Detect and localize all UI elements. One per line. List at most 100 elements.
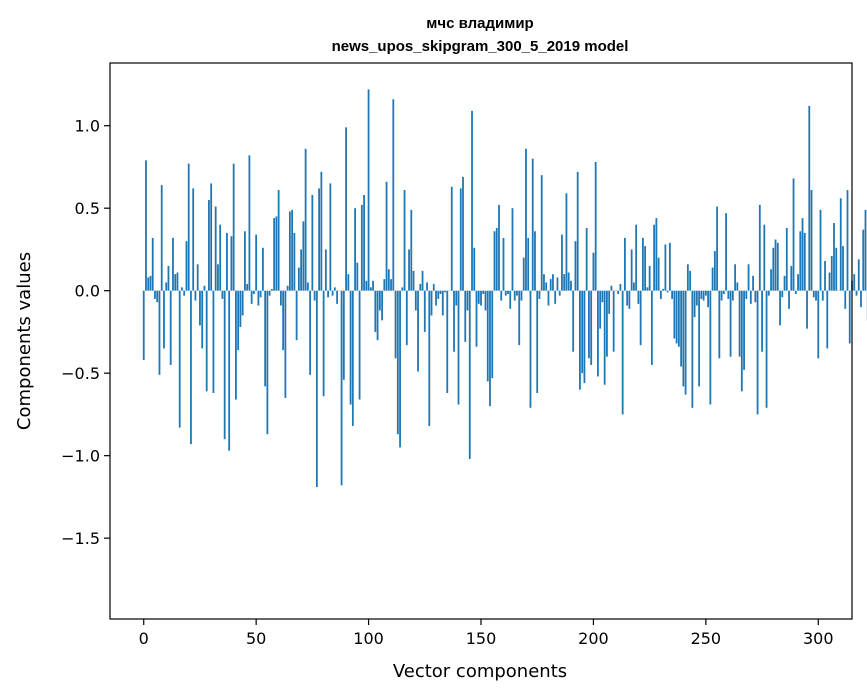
bar — [196, 264, 199, 291]
bar — [675, 290, 678, 344]
bar — [419, 284, 422, 291]
bar — [147, 277, 150, 291]
bar — [682, 290, 685, 387]
bar — [592, 252, 595, 291]
bar — [306, 282, 309, 291]
bar — [403, 190, 406, 291]
bar — [785, 227, 788, 291]
bar — [713, 251, 716, 291]
bar — [673, 290, 676, 339]
bar — [718, 290, 721, 359]
bar — [295, 290, 298, 341]
bar — [659, 290, 662, 299]
bar — [803, 232, 806, 291]
bar — [686, 264, 689, 291]
bar — [700, 290, 703, 299]
bar — [752, 275, 754, 291]
bars-group — [142, 89, 867, 488]
bar — [304, 148, 307, 291]
bar — [158, 290, 161, 375]
bar — [199, 290, 201, 326]
bar — [806, 290, 808, 329]
bar — [235, 290, 237, 400]
bar — [639, 290, 642, 346]
bar — [253, 290, 255, 294]
bar — [520, 290, 523, 301]
bar — [174, 274, 177, 291]
bar — [365, 280, 368, 291]
bar — [327, 290, 329, 298]
bar — [347, 274, 350, 291]
bar — [758, 204, 761, 291]
bar — [300, 249, 303, 291]
bar — [374, 290, 377, 332]
bar — [264, 290, 267, 387]
bar — [698, 290, 700, 387]
bar — [145, 160, 147, 291]
bar — [192, 188, 195, 291]
bar — [390, 279, 392, 291]
bar — [477, 290, 480, 304]
bar — [504, 290, 507, 296]
bar — [599, 290, 602, 329]
bar — [417, 290, 419, 372]
bar — [489, 290, 491, 407]
x-tick-label: 150 — [466, 629, 497, 648]
bar — [725, 213, 727, 291]
bar — [208, 199, 210, 291]
bar — [808, 105, 811, 291]
bar — [547, 290, 550, 306]
bar — [178, 290, 181, 428]
bar — [226, 232, 228, 291]
bar — [410, 209, 413, 291]
bar — [462, 176, 464, 291]
bar — [540, 175, 543, 291]
bar — [855, 290, 858, 296]
bar — [486, 290, 489, 382]
bar — [534, 231, 536, 291]
bar — [475, 290, 478, 347]
bar — [637, 290, 640, 304]
bar — [459, 188, 462, 291]
bar — [423, 290, 426, 332]
bar — [702, 290, 705, 301]
bar — [262, 247, 264, 291]
bar — [259, 290, 262, 298]
x-tick-label: 0 — [139, 629, 149, 648]
bar — [342, 290, 345, 380]
bar — [668, 242, 671, 291]
bar — [250, 290, 253, 304]
bar — [378, 290, 381, 311]
bar — [779, 290, 781, 326]
bar — [641, 237, 644, 291]
bar — [165, 282, 168, 291]
bar — [635, 224, 638, 291]
bar — [142, 290, 145, 360]
bar — [734, 264, 736, 291]
bar — [183, 290, 186, 296]
bar — [426, 282, 428, 291]
bar — [414, 290, 417, 311]
bar — [624, 237, 626, 291]
bar — [749, 290, 752, 304]
bar — [774, 239, 777, 291]
bar — [275, 216, 278, 291]
bar — [558, 290, 561, 296]
bar — [597, 290, 599, 377]
bar — [572, 290, 575, 352]
bar — [336, 290, 338, 304]
bar — [421, 270, 424, 291]
bar — [246, 284, 249, 291]
bar — [594, 161, 597, 291]
bar — [349, 290, 352, 405]
bar — [385, 181, 388, 291]
bar — [279, 290, 282, 306]
bar — [376, 290, 379, 341]
bar — [756, 290, 759, 415]
bar — [788, 290, 790, 309]
bar — [772, 247, 775, 291]
bar — [574, 241, 577, 291]
bar — [309, 290, 312, 375]
bar — [738, 290, 741, 357]
bar — [360, 204, 363, 291]
